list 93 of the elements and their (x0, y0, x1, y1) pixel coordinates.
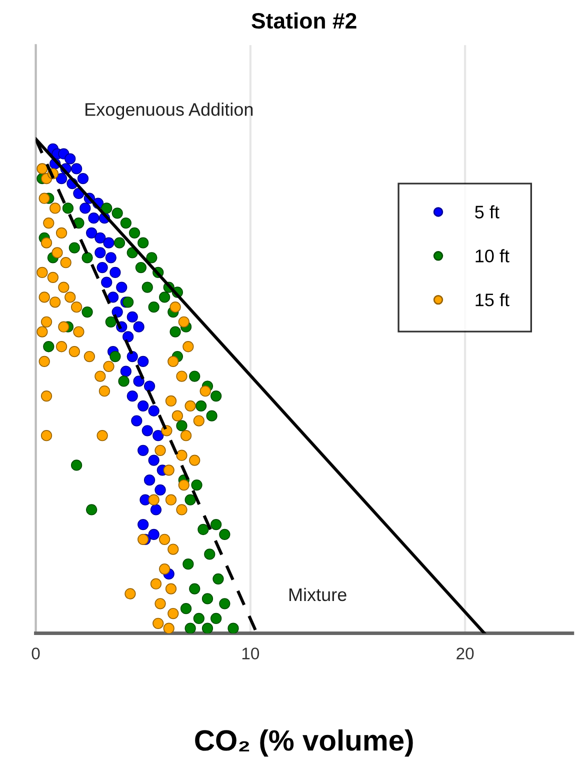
point (184, 622, 196, 634)
point (107, 292, 119, 303)
point (105, 252, 116, 264)
x-tick-label: 10 (242, 648, 260, 660)
point (184, 494, 196, 506)
point (135, 262, 147, 274)
point (146, 252, 158, 264)
point (148, 454, 160, 466)
point (138, 237, 149, 248)
point (116, 282, 128, 293)
point (94, 232, 106, 244)
point (82, 252, 93, 264)
point (103, 237, 114, 248)
point (142, 425, 153, 436)
point (210, 518, 222, 530)
point (70, 163, 82, 174)
legend-label: 15 ft (476, 293, 510, 306)
point (210, 612, 222, 624)
point (68, 242, 80, 254)
point (158, 292, 170, 303)
point (189, 370, 200, 382)
point (70, 460, 82, 471)
point (133, 376, 144, 387)
x-axis-title: CO₂ (% volume) (195, 729, 413, 757)
point (138, 444, 149, 456)
point (176, 420, 188, 432)
point (101, 276, 112, 288)
point (112, 306, 123, 318)
point (182, 558, 194, 570)
point (170, 326, 181, 338)
point (133, 321, 144, 332)
point (126, 311, 138, 323)
point (144, 380, 156, 392)
point (150, 504, 162, 516)
point (154, 484, 166, 496)
point (152, 430, 164, 442)
point (105, 316, 116, 328)
point (138, 356, 149, 368)
point (191, 479, 202, 491)
point (112, 208, 123, 219)
point (126, 390, 138, 402)
point (144, 474, 156, 486)
point (86, 227, 98, 239)
point (228, 622, 239, 634)
point (180, 603, 192, 614)
point (128, 227, 140, 239)
point (219, 528, 230, 540)
point (138, 518, 149, 530)
point (148, 302, 160, 313)
point (142, 282, 153, 293)
point (118, 376, 130, 387)
point (206, 410, 218, 422)
point (212, 573, 224, 584)
point (189, 583, 200, 594)
x-tick-label: 0 (32, 648, 40, 660)
point (94, 247, 106, 258)
point (126, 350, 138, 362)
point (219, 598, 230, 610)
point (110, 266, 121, 278)
point (62, 202, 74, 214)
point (88, 212, 100, 224)
point (101, 202, 112, 214)
point (64, 153, 76, 164)
point (131, 415, 142, 426)
point (198, 524, 209, 536)
point (77, 173, 89, 184)
point (80, 202, 91, 214)
point (114, 237, 126, 248)
legend-label: 10 ft (476, 249, 510, 262)
legend-label: 5 ft (475, 205, 500, 218)
point (120, 217, 132, 229)
point (138, 400, 149, 412)
point (148, 405, 160, 416)
point (195, 400, 207, 412)
point (122, 296, 134, 308)
point (110, 350, 121, 362)
point (148, 528, 160, 540)
point (120, 366, 132, 377)
x-tick-label: 20 (456, 648, 474, 660)
point (210, 390, 222, 402)
point (202, 593, 214, 604)
point (82, 306, 93, 318)
point (56, 173, 68, 184)
point (43, 341, 54, 352)
text: Exogenuous Addition (86, 102, 253, 120)
point (193, 612, 204, 624)
point (204, 548, 216, 560)
annotation: Mixture (289, 588, 346, 602)
point (96, 262, 108, 274)
chart-title: Station #2 (252, 12, 356, 29)
point (202, 622, 214, 634)
point (86, 504, 98, 516)
point (122, 331, 134, 342)
